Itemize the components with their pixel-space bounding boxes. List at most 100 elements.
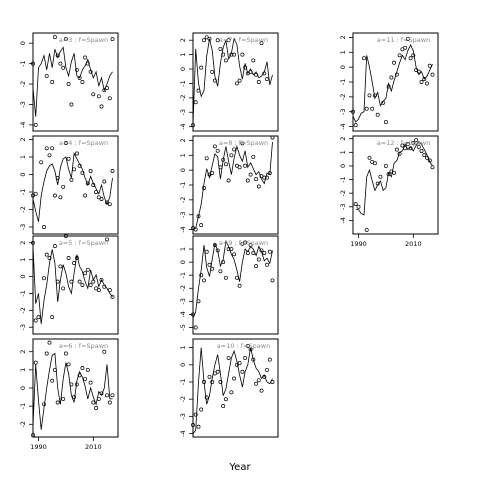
y-tick-label: 0 <box>19 41 27 45</box>
y-tick-label: 2 <box>19 137 27 141</box>
observation-point <box>229 52 234 57</box>
observation-point <box>267 171 272 176</box>
observation-point <box>204 156 209 161</box>
observation-point <box>44 73 49 78</box>
observation-point <box>375 112 380 117</box>
observation-point <box>85 61 90 66</box>
panel-frame <box>192 32 279 132</box>
observation-point <box>240 141 245 146</box>
observation-point <box>52 244 57 249</box>
observation-point <box>392 170 397 175</box>
observation-point <box>105 86 109 91</box>
y-tick-label: -1 <box>19 189 27 195</box>
observation-point <box>91 183 96 187</box>
observation-point <box>80 283 85 287</box>
observation-point <box>61 286 66 291</box>
observation-point <box>69 102 74 107</box>
observation-point <box>85 267 90 272</box>
observation-point <box>237 78 242 83</box>
observation-point <box>31 61 35 66</box>
observation-point <box>267 357 272 362</box>
y-tick-label: 0 <box>19 274 27 278</box>
observation-point <box>58 61 63 66</box>
observation-point <box>221 52 226 57</box>
observation-point <box>31 193 35 198</box>
observation-point <box>193 227 198 232</box>
observation-point <box>212 243 217 248</box>
observation-point <box>221 404 226 409</box>
y-tick-label: -1 <box>179 272 187 278</box>
observation-point <box>243 163 248 168</box>
observation-point <box>31 240 35 245</box>
y-tick-label: -3 <box>339 204 347 210</box>
y-tick-label: -4 <box>179 226 187 232</box>
y-tick-label: -1 <box>179 182 187 188</box>
y-tick-label: 0 <box>179 67 187 71</box>
observation-point <box>234 275 239 280</box>
observation-point <box>210 171 215 176</box>
observation-point <box>248 69 253 74</box>
fitted-line <box>32 352 113 430</box>
observation-point <box>245 343 250 348</box>
panel-frame <box>352 135 439 235</box>
y-tick-label: 0 <box>19 386 27 390</box>
observation-point <box>210 380 215 384</box>
panel: 2 1 0 -1 -2 -3 a=5 : f=Spawn <box>19 234 119 335</box>
observation-point <box>389 75 394 80</box>
observation-point <box>234 81 239 86</box>
panel: 2 1 0 -1 -2 -3 -4 a=8 : f=Spawn <box>179 135 279 235</box>
observation-point <box>83 271 88 276</box>
panel: 1 0 -1 -2 -3 -4 -5 a=9 : f=Spawn <box>179 235 279 335</box>
observation-point <box>207 374 212 379</box>
observation-point <box>259 248 264 253</box>
observation-point <box>245 178 250 183</box>
observation-point <box>353 202 358 207</box>
panel: 2 1 0 -1 -2 -3 a=4 : f=Spawn <box>19 135 119 235</box>
panel-frame <box>192 338 279 438</box>
y-tick-label: -3 <box>19 224 27 230</box>
observation-point <box>55 53 60 58</box>
observation-point <box>226 38 231 43</box>
observation-point <box>94 286 99 291</box>
observation-point <box>207 36 212 41</box>
observation-point <box>72 395 77 400</box>
observation-point <box>411 53 416 58</box>
observation-point <box>256 80 261 84</box>
observation-point <box>69 382 74 387</box>
y-tick-label: -2 <box>179 95 187 101</box>
observation-point <box>63 234 68 238</box>
observation-point <box>50 315 55 320</box>
observation-point <box>254 264 259 269</box>
observation-point <box>251 251 256 255</box>
observation-point <box>66 362 71 367</box>
observation-point <box>237 361 242 366</box>
y-tick-label: 2 <box>179 138 187 142</box>
observation-point <box>66 256 71 260</box>
observation-point <box>237 165 242 170</box>
observation-point <box>364 227 369 232</box>
y-tick-label: 2 <box>339 137 347 141</box>
y-tick-label: -4 <box>339 217 347 223</box>
observation-point <box>270 278 275 283</box>
observation-point <box>36 315 41 320</box>
observation-point <box>254 381 259 386</box>
observation-point <box>91 279 96 284</box>
observation-point <box>110 37 115 42</box>
y-tick-label: -4 <box>179 311 187 317</box>
observation-point <box>50 80 55 84</box>
y-tick-label: -2 <box>179 197 187 203</box>
y-tick-label: 1 <box>179 346 187 350</box>
observation-point <box>378 174 383 179</box>
observation-point <box>91 92 96 97</box>
observation-point <box>52 193 57 198</box>
observation-point <box>367 93 372 98</box>
observation-point <box>72 167 77 172</box>
observation-point <box>44 146 49 151</box>
observation-point <box>392 60 397 65</box>
panel-frame <box>32 32 119 132</box>
observation-point <box>254 72 259 77</box>
y-tick-label: 1 <box>179 247 187 251</box>
observation-point <box>88 69 93 74</box>
observation-point <box>74 256 79 260</box>
observation-point <box>251 357 256 362</box>
